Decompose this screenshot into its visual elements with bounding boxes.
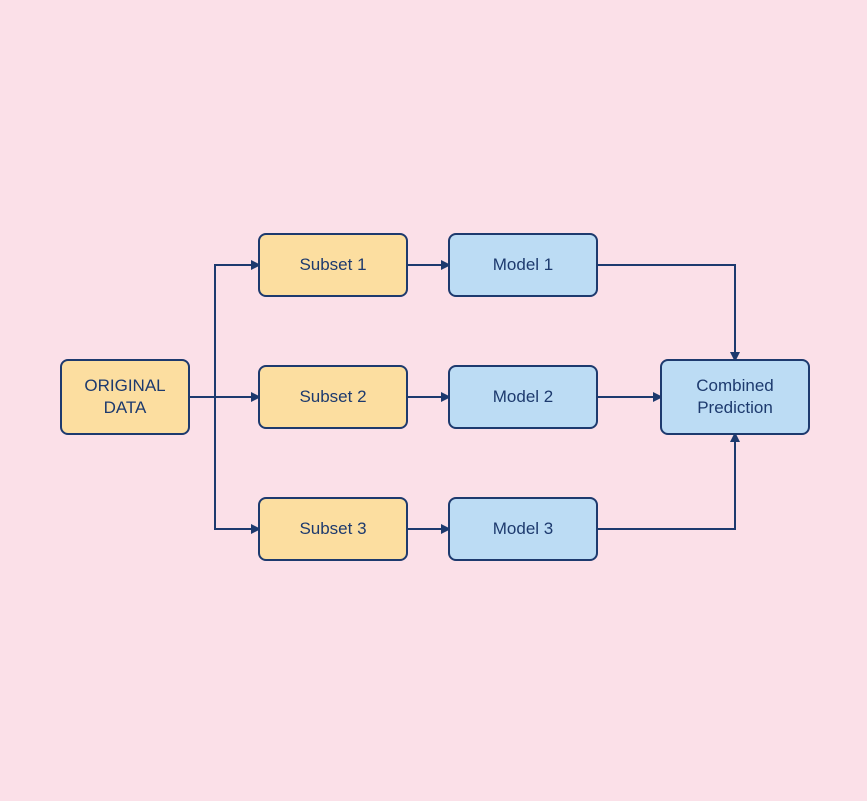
- node-label: Subset 2: [299, 386, 366, 408]
- node-label: Subset 1: [299, 254, 366, 276]
- edge: [215, 265, 258, 397]
- edge: [598, 435, 735, 529]
- node-label: Model 1: [493, 254, 553, 276]
- node-model2: Model 2: [448, 365, 598, 429]
- node-combined: Combined Prediction: [660, 359, 810, 435]
- edge: [215, 397, 258, 529]
- node-original: ORIGINAL DATA: [60, 359, 190, 435]
- edge: [598, 265, 735, 359]
- node-model3: Model 3: [448, 497, 598, 561]
- node-subset3: Subset 3: [258, 497, 408, 561]
- node-model1: Model 1: [448, 233, 598, 297]
- node-label: Model 3: [493, 518, 553, 540]
- node-subset1: Subset 1: [258, 233, 408, 297]
- node-label: Subset 3: [299, 518, 366, 540]
- node-subset2: Subset 2: [258, 365, 408, 429]
- node-label: Combined Prediction: [696, 375, 774, 419]
- diagram-canvas: ORIGINAL DATA Subset 1 Subset 2 Subset 3 Mod…: [0, 0, 867, 801]
- node-label: Model 2: [493, 386, 553, 408]
- node-label: ORIGINAL DATA: [84, 375, 165, 419]
